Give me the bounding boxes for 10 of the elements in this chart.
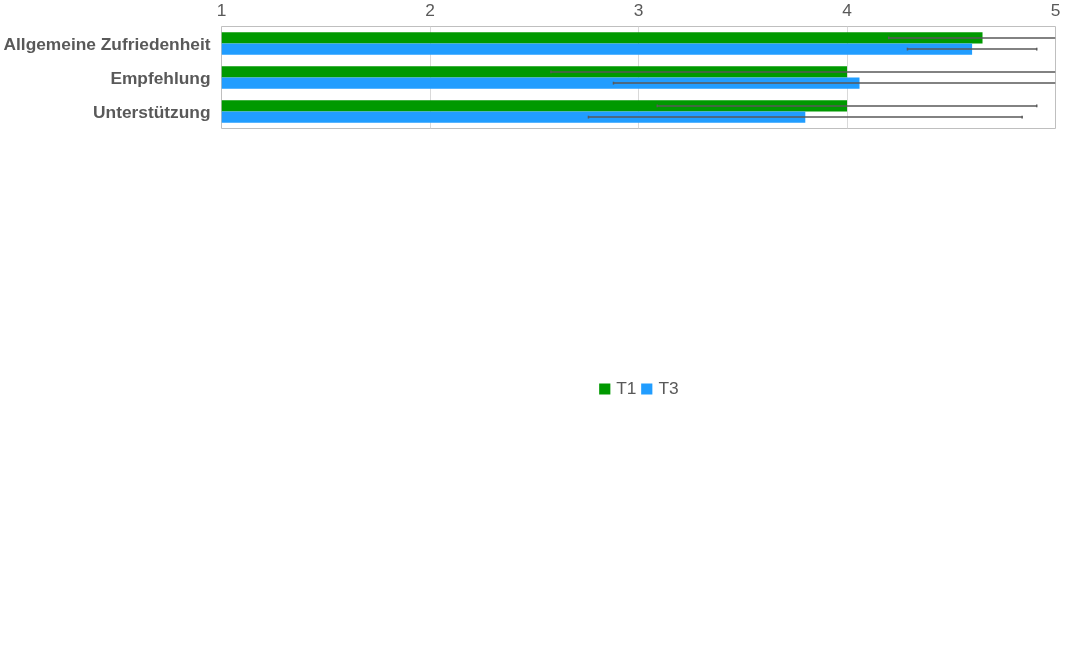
legend-label: T3 (658, 377, 679, 399)
legend-label: T1 (616, 377, 637, 399)
y-tick-label: Allgemeine Zufriedenheit (3, 33, 211, 54)
x-tick-label: 4 (842, 0, 853, 20)
x-tick-label: 3 (633, 0, 644, 20)
x-tick-label: 2 (425, 0, 435, 20)
y-tick-label: Unterstützung (93, 101, 211, 122)
x-tick-label: 1 (216, 0, 227, 20)
x-tick-label: 5 (1050, 0, 1061, 20)
y-tick-label: Empfehlung (110, 67, 211, 88)
